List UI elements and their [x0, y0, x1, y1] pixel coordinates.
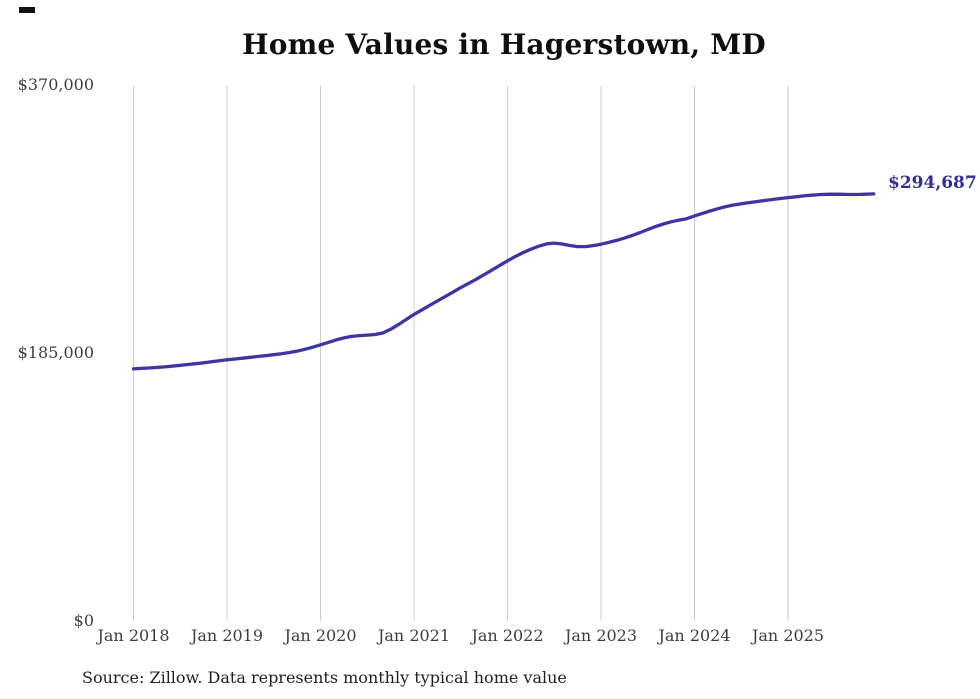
x-axis-tick-label: Jan 2023 — [564, 626, 638, 645]
x-axis-tick-label: Jan 2022 — [471, 626, 544, 645]
source-note: Source: Zillow. Data represents monthly … — [82, 668, 567, 687]
home-value-line — [131, 192, 876, 371]
x-axis-tick-label: Jan 2020 — [284, 626, 357, 645]
x-axis-tick-label: Jan 2024 — [658, 626, 731, 645]
y-axis-tick-label: $0 — [73, 610, 94, 630]
end-value-label: $294,687 — [888, 173, 977, 193]
x-axis-tick-label: Jan 2018 — [97, 626, 170, 645]
chart-title: Home Values in Hagerstown, MD — [242, 28, 766, 61]
x-axis-tick-label: Jan 2025 — [751, 626, 825, 645]
y-axis-tick-label: $370,000 — [17, 74, 94, 94]
y-axis-tick-label: $185,000 — [17, 342, 94, 362]
x-axis-tick-label: Jan 2021 — [377, 626, 451, 645]
x-axis-tick-label: Jan 2019 — [190, 626, 264, 645]
screen-artifact — [19, 7, 35, 13]
